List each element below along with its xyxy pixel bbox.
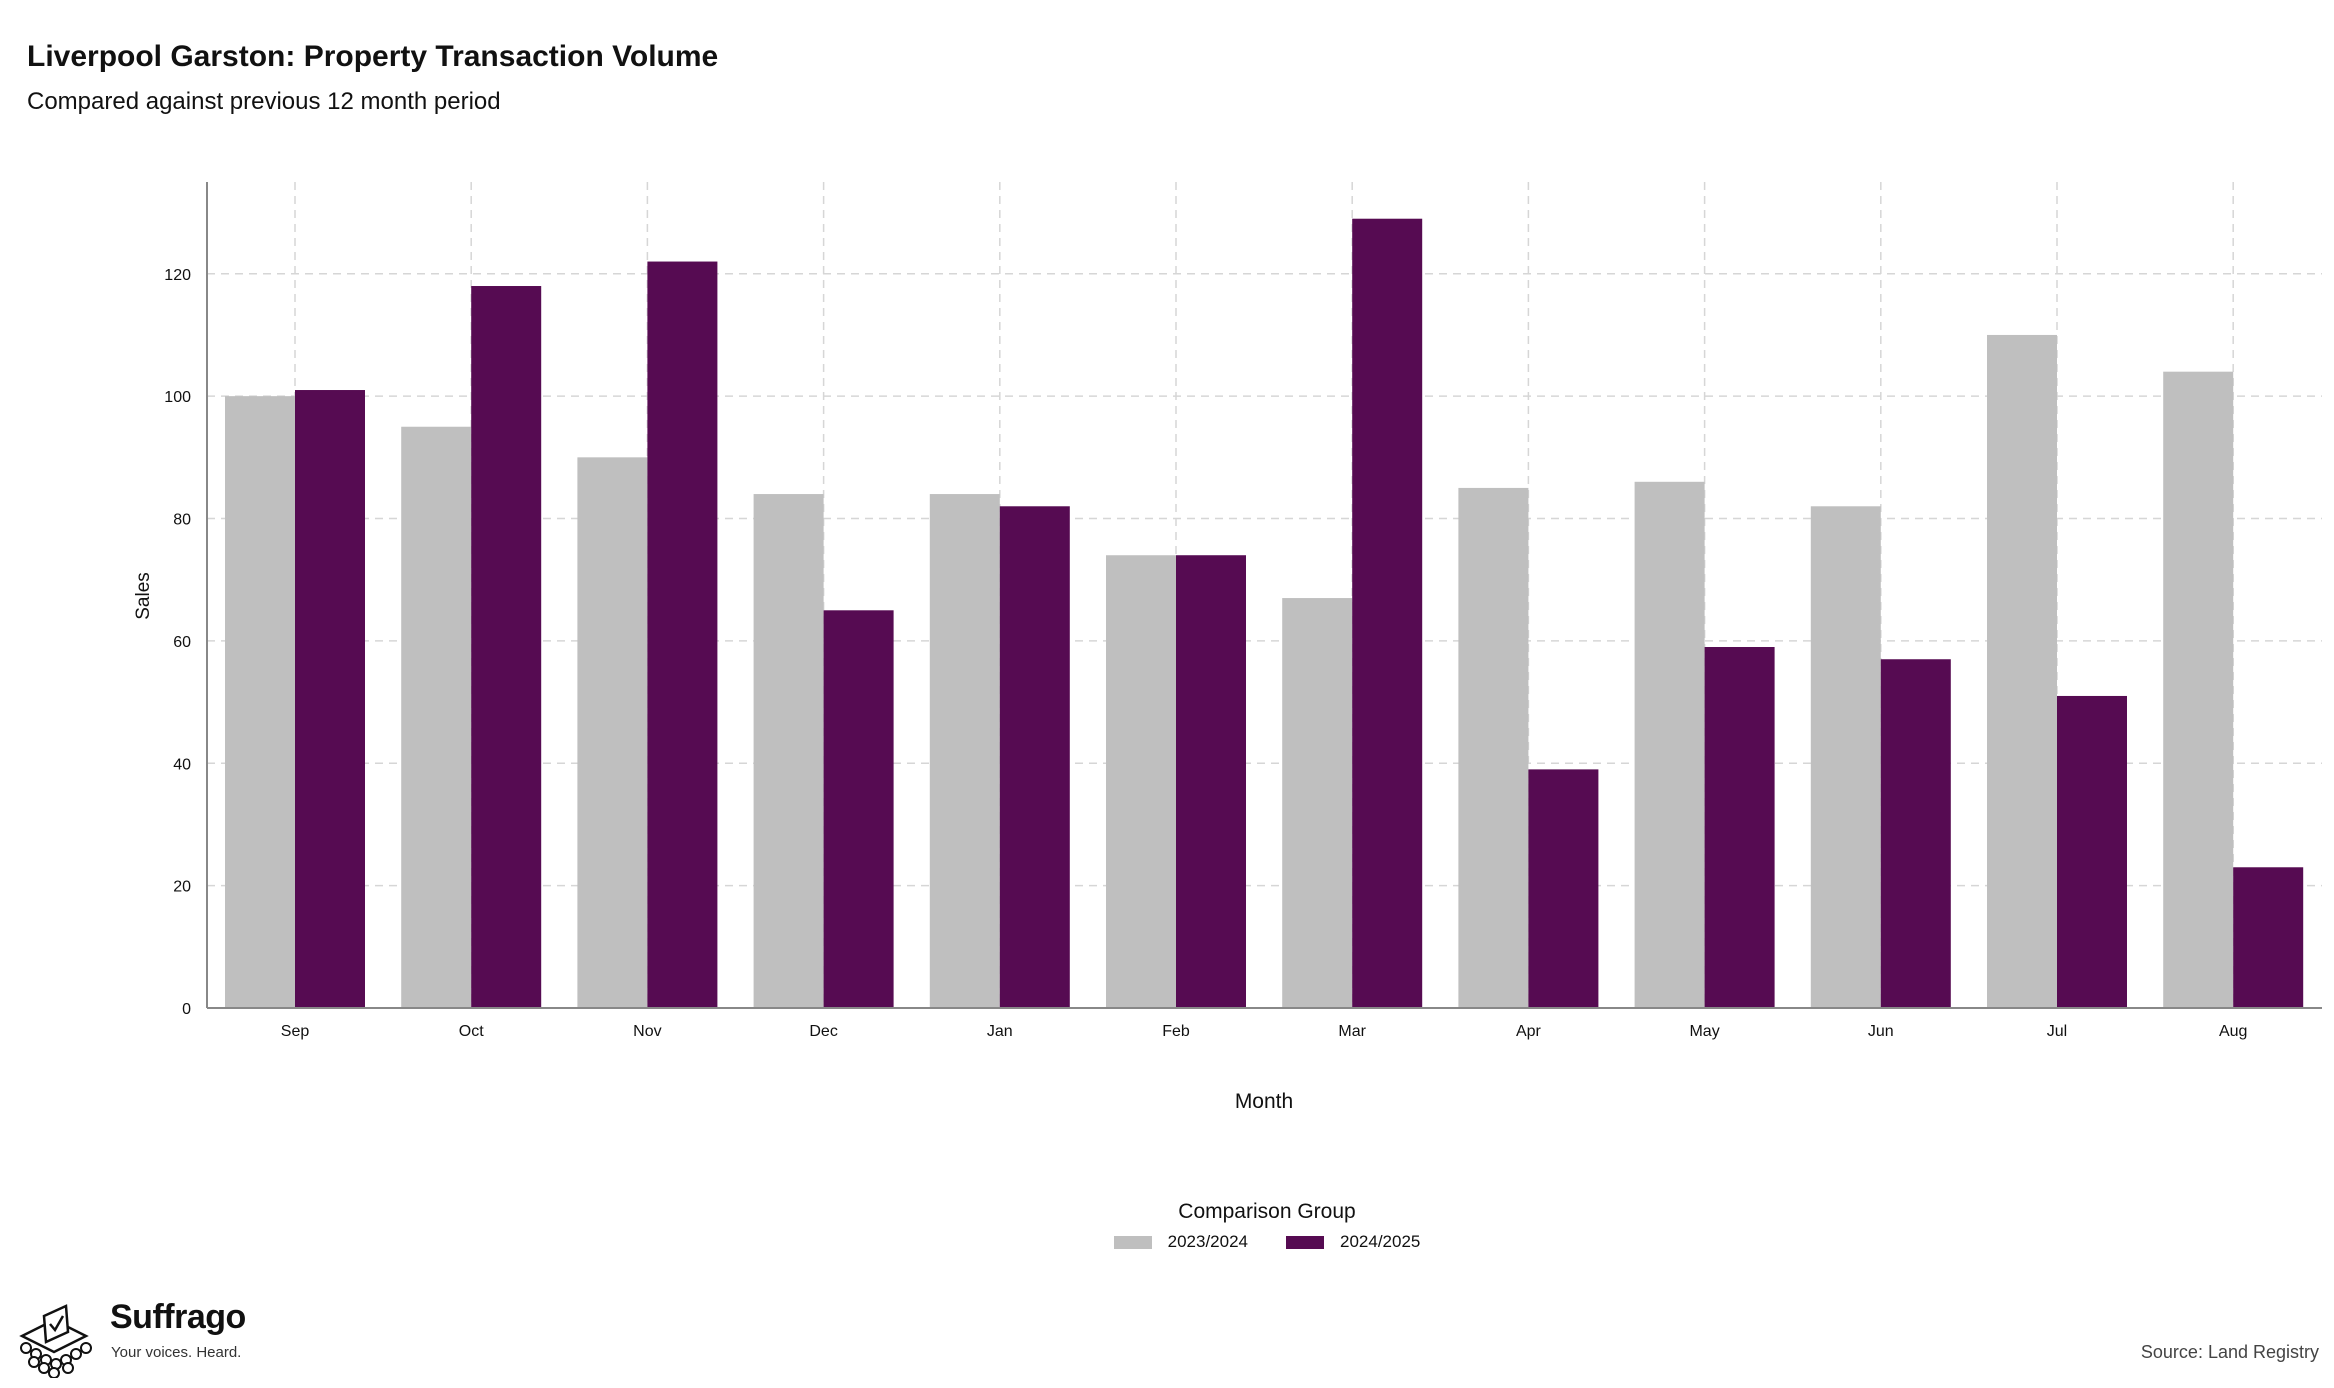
bar-2024-2025-may — [1704, 647, 1775, 1008]
bar-2024-2025-nov — [647, 261, 718, 1008]
x-tick-label: Mar — [1338, 1023, 1366, 1040]
bar-2024-2025-dec — [823, 610, 894, 1008]
bar-2024-2025-mar — [1352, 218, 1423, 1008]
bar-2023-2024-mar — [1282, 598, 1353, 1008]
y-axis-label: Sales — [133, 572, 154, 620]
x-tick-label: Aug — [2219, 1023, 2247, 1040]
legend-item-2023-2024: 2023/2024 — [1113, 1232, 1248, 1252]
chart-title: Liverpool Garston: Property Transaction … — [27, 40, 719, 73]
legend: Comparison Group 2023/2024 2024/2025 — [1092, 1200, 1442, 1252]
x-tick-label: Oct — [459, 1023, 484, 1040]
bar-2023-2024-dec — [753, 494, 824, 1008]
y-tick-label: 0 — [182, 1001, 191, 1018]
brand-name: Suffrago — [110, 1298, 246, 1336]
bar-2023-2024-nov — [577, 457, 648, 1008]
legend-swatch-2024-2025 — [1286, 1235, 1324, 1249]
bar-2023-2024-jan — [929, 494, 1000, 1008]
y-tick-label: 40 — [173, 756, 191, 773]
legend-label-2024-2025: 2024/2025 — [1340, 1232, 1421, 1251]
y-tick-label: 60 — [173, 634, 191, 651]
bar-2023-2024-jul — [1987, 334, 2057, 1008]
axes — [206, 182, 2322, 1009]
brand-logo-block: Suffrago Your voices. Heard. — [14, 1298, 274, 1378]
bars — [225, 218, 2304, 1009]
bar-2024-2025-feb — [1176, 555, 1246, 1008]
bar-2024-2025-jun — [1880, 659, 1951, 1008]
bar-2024-2025-jul — [2057, 695, 2127, 1008]
x-tick-label: Apr — [1516, 1023, 1542, 1040]
bar-2024-2025-oct — [471, 286, 542, 1009]
y-tick-label: 20 — [173, 879, 191, 896]
bar-2024-2025-aug — [2233, 867, 2304, 1008]
x-tick-label: Nov — [633, 1023, 661, 1040]
y-tick-label: 120 — [164, 267, 191, 284]
x-tick-label: May — [1689, 1023, 1719, 1040]
x-axis-label: Month — [1235, 1090, 1293, 1113]
legend-swatch-2023-2024 — [1113, 1235, 1152, 1249]
source-note: Source: Land Registry — [2140, 1342, 2319, 1362]
ballot-box-icon — [19, 1304, 92, 1378]
tick-labels: 0 20 40 60 80 100 120 Sep Oct Nov Dec Jan Feb Mar Apr M… — [164, 267, 2247, 1040]
x-tick-label: Feb — [1162, 1023, 1190, 1040]
bar-2024-2025-jan — [999, 506, 1070, 1008]
x-tick-label: Jul — [2047, 1023, 2067, 1040]
bar-2024-2025-apr — [1528, 769, 1599, 1008]
x-tick-label: Dec — [809, 1023, 837, 1040]
x-tick-label: Jan — [987, 1023, 1013, 1040]
bar-2023-2024-apr — [1458, 487, 1529, 1009]
bar-2023-2024-feb — [1106, 555, 1176, 1008]
x-tick-label: Sep — [281, 1023, 310, 1040]
y-tick-label: 80 — [173, 512, 191, 529]
legend-item-2024-2025: 2024/2025 — [1286, 1232, 1420, 1252]
bar-2023-2024-may — [1634, 481, 1705, 1009]
chart-subtitle: Compared against previous 12 month perio… — [27, 88, 501, 115]
legend-title: Comparison Group — [1178, 1200, 1356, 1223]
x-tick-label: Jun — [1868, 1023, 1894, 1040]
bar-2023-2024-aug — [2163, 371, 2234, 1008]
legend-label-2023-2024: 2023/2024 — [1167, 1232, 1248, 1251]
bar-2023-2024-sep — [225, 396, 295, 1008]
brand-tagline: Your voices. Heard. — [111, 1344, 242, 1361]
bar-2024-2025-sep — [295, 390, 365, 1008]
y-tick-label: 100 — [164, 389, 191, 406]
bar-2023-2024-jun — [1810, 506, 1881, 1008]
bar-2023-2024-oct — [401, 426, 472, 1009]
